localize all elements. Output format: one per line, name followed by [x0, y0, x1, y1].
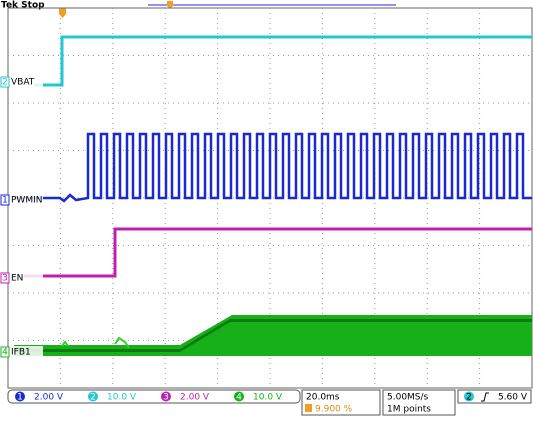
channel-scale-number: 4: [236, 393, 242, 403]
view-marker: [167, 1, 173, 9]
timebase: 20.0ms: [306, 393, 340, 403]
label-bg: [10, 346, 43, 358]
channel-scale-badge: [234, 391, 244, 402]
traces: [14, 35, 532, 356]
trigger-source: 2: [466, 393, 472, 403]
sample-rate: 5.00MS/s: [387, 393, 429, 403]
trigger-level: 5.60 V: [498, 393, 528, 403]
channel-number: 4: [2, 348, 8, 358]
label-bg: [10, 76, 43, 88]
channel-label: PWMIN: [11, 196, 42, 206]
ifb1-envelope: [14, 315, 532, 356]
channel-labels: 2 VBAT 1 PWMIN 3 EN 4 IFB1: [0, 76, 43, 358]
acquisition-box: [382, 389, 456, 416]
channel-scale-badge: [88, 391, 98, 402]
channel-number: 1: [2, 196, 8, 206]
channel-scale-number: 3: [163, 393, 169, 403]
status-bar: 20.0ms 9.900 % 5.00MS/s 1M points 2 5.60…: [7, 389, 532, 416]
trigger-slope: [481, 392, 489, 402]
channel-scale-number: 1: [17, 393, 23, 403]
trigger-position: 9.900 %: [315, 405, 353, 415]
channel-scale: 10.0 V: [253, 393, 283, 403]
channel-scale-number: 2: [90, 393, 96, 403]
vbat-trace: [34, 35, 532, 87]
en-trace: [24, 227, 532, 278]
status: Tek Stop: [1, 1, 45, 11]
ifb1-spikes: [61, 336, 130, 349]
channel-number: 3: [2, 274, 8, 284]
channel-number: 2: [2, 78, 8, 88]
timebase-box: [301, 389, 381, 416]
trigger-source-badge: [464, 391, 474, 402]
channel-badge: [0, 76, 10, 88]
label-bg: [10, 194, 43, 206]
channel-label: VBAT: [11, 78, 35, 88]
trigger-box: [457, 389, 532, 404]
record-length: 1M points: [387, 405, 431, 415]
channel-box: [7, 389, 301, 404]
trigger-position-icon: [305, 404, 312, 412]
channel-scale: 2.00 V: [34, 393, 64, 403]
channel-scale-badge: [161, 391, 171, 402]
channel-badge: [0, 194, 10, 206]
channel-label: IFB1: [11, 348, 31, 358]
channel-scale-badge: [15, 391, 25, 402]
channel-badge: [0, 272, 10, 284]
channel-scale: 2.00 V: [180, 393, 210, 403]
channel-label: EN: [11, 274, 23, 284]
trigger-marker: [59, 8, 66, 18]
label-bg: [10, 272, 43, 284]
channel-scale: 10.0 V: [107, 393, 137, 403]
channel-badge: [0, 346, 10, 358]
pwmin-trace: [14, 132, 532, 203]
